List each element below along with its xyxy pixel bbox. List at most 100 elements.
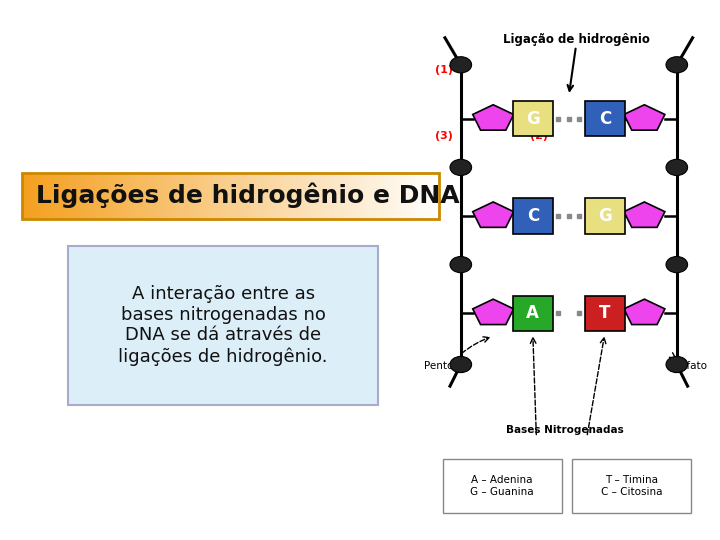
Bar <box>168 173 172 219</box>
Bar <box>410 173 414 219</box>
Text: (1): (1) <box>435 65 454 75</box>
Bar <box>326 173 330 219</box>
Bar <box>193 173 197 219</box>
Bar <box>427 173 431 219</box>
Bar <box>435 173 439 219</box>
Bar <box>513 102 553 136</box>
Bar <box>130 173 135 219</box>
Polygon shape <box>624 202 665 227</box>
Polygon shape <box>473 299 513 325</box>
Bar <box>68 173 72 219</box>
Text: Fosfato: Fosfato <box>669 361 706 371</box>
Bar <box>572 459 691 513</box>
Text: G: G <box>526 110 540 128</box>
Bar <box>513 198 553 233</box>
Bar <box>201 173 205 219</box>
Bar <box>264 173 268 219</box>
Bar <box>293 173 297 219</box>
Bar <box>89 173 93 219</box>
Bar <box>356 173 360 219</box>
Bar <box>377 173 381 219</box>
Bar <box>243 173 247 219</box>
Text: T – Timina
C – Citosina: T – Timina C – Citosina <box>601 475 662 497</box>
Text: Pentose: Pentose <box>424 361 466 371</box>
Bar <box>180 173 184 219</box>
Bar <box>385 173 389 219</box>
Bar <box>351 173 356 219</box>
Circle shape <box>450 356 472 373</box>
Bar <box>22 173 26 219</box>
Text: C: C <box>526 207 539 225</box>
Bar <box>268 173 272 219</box>
Polygon shape <box>473 202 513 227</box>
Bar <box>585 296 624 330</box>
Bar <box>230 173 235 219</box>
Bar <box>343 173 347 219</box>
Bar <box>122 173 126 219</box>
Bar <box>59 173 63 219</box>
Bar <box>76 173 80 219</box>
Text: G: G <box>598 207 612 225</box>
Bar <box>393 173 397 219</box>
Bar <box>96 173 101 219</box>
Bar <box>159 173 163 219</box>
Bar <box>42 173 47 219</box>
Bar <box>105 173 109 219</box>
Bar <box>63 173 68 219</box>
Bar <box>239 173 243 219</box>
Bar <box>256 173 260 219</box>
Circle shape <box>666 356 688 373</box>
Bar <box>402 173 406 219</box>
Bar <box>163 173 168 219</box>
Bar <box>218 173 222 219</box>
Circle shape <box>450 57 472 73</box>
Bar <box>339 173 343 219</box>
Bar <box>418 173 423 219</box>
Bar <box>72 173 76 219</box>
Bar <box>47 173 51 219</box>
Bar <box>423 173 427 219</box>
Text: A interação entre as
bases nitrogenadas no
DNA se dá através de
ligações de hidr: A interação entre as bases nitrogenadas … <box>119 285 328 366</box>
Circle shape <box>666 159 688 176</box>
Text: Bases Nitrogenadas: Bases Nitrogenadas <box>506 424 624 435</box>
Bar <box>314 173 318 219</box>
Bar <box>272 173 276 219</box>
Bar <box>297 173 302 219</box>
Bar <box>176 173 180 219</box>
Bar <box>80 173 84 219</box>
Bar <box>222 173 226 219</box>
Bar <box>368 173 372 219</box>
Bar <box>302 173 305 219</box>
Bar <box>189 173 193 219</box>
Bar <box>30 173 34 219</box>
Bar <box>251 173 256 219</box>
Text: (2): (2) <box>529 131 547 141</box>
Bar <box>38 173 42 219</box>
Text: A – Adenina
G – Guanina: A – Adenina G – Guanina <box>470 475 534 497</box>
Circle shape <box>666 256 688 273</box>
Bar <box>26 173 30 219</box>
Bar <box>585 198 624 233</box>
Bar <box>135 173 138 219</box>
Bar <box>310 173 314 219</box>
Text: (3): (3) <box>436 131 453 141</box>
Polygon shape <box>624 299 665 325</box>
Bar <box>51 173 55 219</box>
Bar <box>276 173 281 219</box>
Bar <box>389 173 393 219</box>
Bar <box>284 173 289 219</box>
Bar <box>406 173 410 219</box>
Bar <box>93 173 96 219</box>
Bar <box>323 173 326 219</box>
Bar <box>381 173 385 219</box>
Bar <box>197 173 201 219</box>
Text: A: A <box>526 304 539 322</box>
Text: T: T <box>599 304 611 322</box>
Bar <box>147 173 151 219</box>
Text: Ligação de hidrogênio: Ligação de hidrogênio <box>503 33 649 46</box>
Bar <box>55 173 59 219</box>
Bar <box>330 173 335 219</box>
Bar <box>281 173 284 219</box>
Bar <box>226 173 230 219</box>
Bar <box>397 173 402 219</box>
